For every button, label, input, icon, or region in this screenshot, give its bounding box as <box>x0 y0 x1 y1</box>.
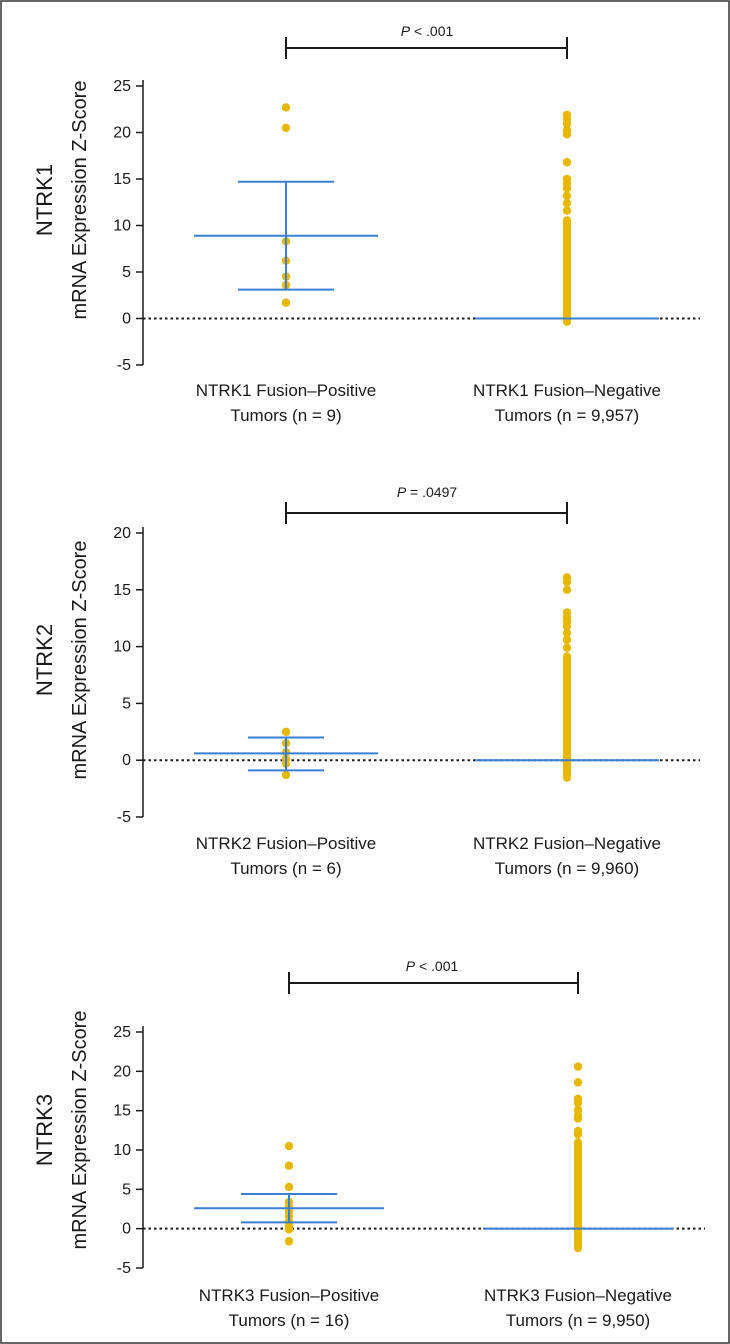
point-column <box>563 216 571 326</box>
data-point <box>284 1161 294 1170</box>
y-tick-label: 10 <box>113 639 131 656</box>
y-tick-label: 0 <box>122 311 131 328</box>
panel-ntrk3: NTRK3 mRNA Expression Z-Score P < .001 2… <box>32 958 705 1330</box>
category-label-2b: NTRK2 Fusion–Negative <box>473 834 661 853</box>
pvalue-2: P = .0497 <box>397 484 458 500</box>
data-point <box>562 643 572 652</box>
category-label-1a: NTRK1 Fusion–Positive <box>196 381 376 400</box>
data-point <box>562 184 572 193</box>
category-label-1b: NTRK1 Fusion–Negative <box>473 381 661 400</box>
category-label-3a-n: Tumors (n = 16) <box>229 1311 350 1330</box>
data-point <box>562 635 572 644</box>
y-tick-label: 20 <box>113 125 131 142</box>
y-tick-label: 0 <box>122 752 131 769</box>
data-point <box>562 158 572 167</box>
data-point <box>573 1130 583 1139</box>
data-point <box>284 1225 294 1234</box>
y-tick-label: -5 <box>117 809 131 826</box>
data-point <box>573 1114 583 1123</box>
y-tick-label: 15 <box>113 1103 131 1120</box>
y-tick-label: -5 <box>117 357 131 374</box>
data-point <box>573 1098 583 1108</box>
data-point <box>281 770 291 780</box>
y-tick-label: 25 <box>113 78 131 95</box>
pvalue-3: P < .001 <box>406 958 459 974</box>
y-tick-label: 5 <box>122 264 131 281</box>
pvalue-1: P < .001 <box>401 23 454 39</box>
data-point <box>281 123 291 133</box>
category-label-2b-n: Tumors (n = 9,960) <box>495 859 639 878</box>
data-point <box>284 1237 294 1246</box>
data-point <box>562 191 572 200</box>
data-point <box>281 103 291 112</box>
data-point <box>562 585 572 594</box>
category-label-2a: NTRK2 Fusion–Positive <box>196 834 376 853</box>
data-point <box>281 298 291 307</box>
y-tick-label: 5 <box>122 695 131 712</box>
plot-area-2: 20 15 10 5 0 -5 <box>113 502 700 826</box>
y-axis-label-1: mRNA Expression Z-Score <box>69 81 91 320</box>
y-tick-label: 0 <box>122 1221 131 1238</box>
data-point <box>562 119 572 129</box>
point-column <box>563 652 571 782</box>
category-label-3b: NTRK3 Fusion–Negative <box>484 1286 672 1305</box>
data-point <box>562 130 572 139</box>
category-label-1a-n: Tumors (n = 9) <box>230 406 341 425</box>
data-point <box>562 628 572 638</box>
data-point <box>562 198 572 208</box>
panel-ntrk1: NTRK1 mRNA Expression Z-Score P < .001 2… <box>32 23 700 425</box>
data-point <box>284 1182 294 1192</box>
y-tick-label: 10 <box>113 1142 131 1159</box>
plot-area-3: 25 20 15 10 5 0 -5 <box>113 972 705 1277</box>
y-axis-label-3: mRNA Expression Z-Score <box>69 1011 91 1250</box>
y-axis-label-2: mRNA Expression Z-Score <box>69 541 91 780</box>
y-tick-label: 20 <box>113 525 131 542</box>
data-point <box>281 727 291 736</box>
data-point <box>573 1078 583 1087</box>
y-tick-label: -5 <box>117 1260 131 1277</box>
y-tick-label: 25 <box>113 1024 131 1041</box>
category-label-2a-n: Tumors (n = 6) <box>230 859 341 878</box>
data-point <box>562 577 572 587</box>
gene-label-1: NTRK1 <box>32 164 57 236</box>
category-label-1b-n: Tumors (n = 9,957) <box>495 406 639 425</box>
data-point <box>284 1141 294 1151</box>
y-tick-label: 10 <box>113 218 131 235</box>
y-tick-label: 15 <box>113 171 131 188</box>
y-tick-label: 20 <box>113 1063 131 1080</box>
data-point <box>562 206 572 215</box>
point-column <box>574 1138 582 1253</box>
gene-label-2: NTRK2 <box>32 624 57 696</box>
data-point <box>573 1062 583 1071</box>
category-label-3b-n: Tumors (n = 9,950) <box>506 1311 650 1330</box>
gene-label-3: NTRK3 <box>32 1094 57 1166</box>
panel-ntrk2: NTRK2 mRNA Expression Z-Score P = .0497 … <box>32 484 700 878</box>
data-point <box>562 621 572 631</box>
y-tick-label: 15 <box>113 582 131 599</box>
y-tick-label: 5 <box>122 1181 131 1198</box>
category-label-3a: NTRK3 Fusion–Positive <box>199 1286 379 1305</box>
plot-area-1: 25 20 15 10 5 0 -5 <box>113 37 700 374</box>
